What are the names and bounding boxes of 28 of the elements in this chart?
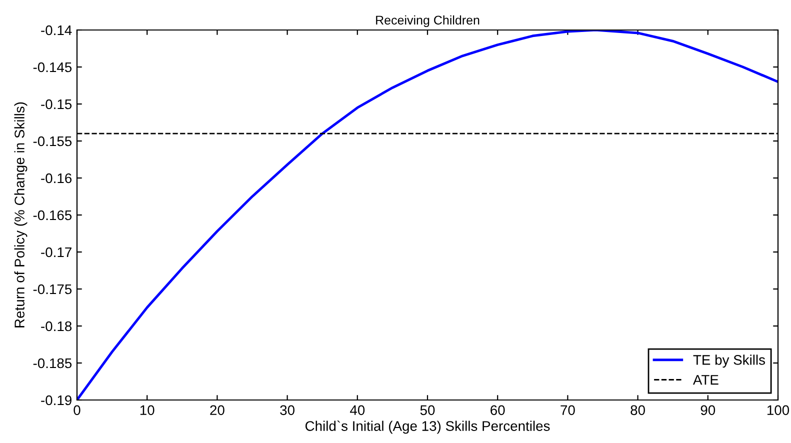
y-tick-label: -0.19	[41, 395, 72, 406]
x-axis-title: Child`s Initial (Age 13) Skills Percentiles	[305, 420, 550, 434]
y-tick-label: -0.175	[33, 284, 72, 294]
x-tick-label: 0	[74, 405, 80, 416]
legend-label: ATE	[692, 375, 718, 385]
x-tick-label: 60	[490, 405, 505, 416]
y-tick-label: -0.15	[41, 99, 72, 110]
x-tick-label: 40	[350, 405, 365, 416]
x-tick-label: 20	[210, 405, 224, 416]
y-tick-label: -0.165	[33, 210, 72, 220]
x-tick-label: 80	[630, 405, 645, 416]
y-tick-label: -0.185	[33, 358, 72, 368]
y-axis-title: Return of Policy (% Change in Skills)	[14, 102, 28, 328]
y-tick-label: -0.18	[41, 321, 72, 332]
legend-label: TE by Skills	[693, 354, 765, 368]
x-tick-label: 70	[560, 405, 575, 416]
x-tick-label: 10	[140, 405, 154, 416]
x-tick-label: 50	[420, 405, 435, 416]
y-tick-label: -0.16	[41, 173, 72, 184]
x-tick-label: 100	[767, 405, 790, 416]
y-tick-label: -0.155	[33, 136, 72, 146]
chart-title: Receiving Children	[376, 15, 480, 28]
y-tick-label: -0.14	[41, 25, 72, 36]
y-tick-label: -0.145	[33, 62, 72, 72]
line-series	[77, 30, 778, 400]
x-tick-label: 30	[280, 405, 294, 416]
y-tick-label: -0.17	[41, 247, 72, 258]
x-tick-label: 90	[700, 405, 716, 416]
